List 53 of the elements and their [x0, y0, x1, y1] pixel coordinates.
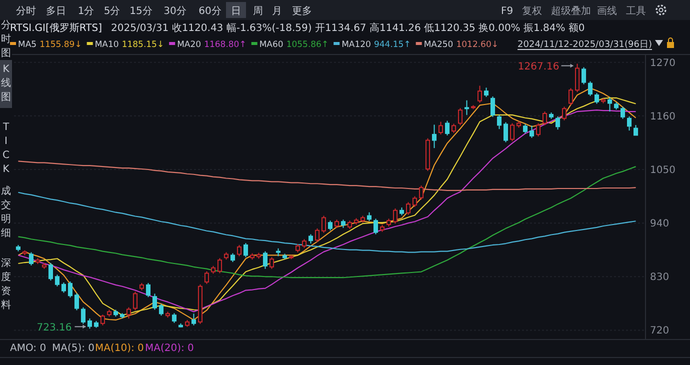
- text: 1012.60↓: [456, 40, 498, 50]
- text: MA(10): 0: [95, 343, 144, 354]
- text: 944.15↑: [374, 40, 411, 50]
- text: 工具: [626, 6, 646, 17]
- text: 深度资料: [1, 257, 11, 311]
- text: 复权: [522, 5, 542, 17]
- text: 分时图: [1, 19, 11, 59]
- text: F9: [500, 6, 514, 17]
- text: 1168.80↑: [204, 40, 246, 50]
- line-series: [18, 160, 636, 191]
- text: TICK: [2, 122, 10, 175]
- text: 周: [253, 6, 263, 17]
- legend-label: MA120: [342, 40, 371, 50]
- text: 1185.15↓: [122, 40, 164, 50]
- text: 月: [272, 6, 282, 17]
- y-tick-label: 830: [650, 272, 670, 284]
- legend-label: MA60: [259, 40, 284, 50]
- text: AMO: 0: [10, 343, 46, 354]
- y-tick-label: 940: [650, 218, 670, 230]
- text: 15分: [130, 5, 152, 17]
- text: 日: [231, 6, 241, 17]
- legend-label: MA250: [424, 40, 454, 50]
- candlestick: [432, 124, 437, 149]
- annotation: 723.16: [36, 322, 72, 334]
- text: MA(20): 0: [145, 343, 194, 354]
- annotation: 1267.16: [518, 62, 560, 73]
- text: MA(5): 0: [52, 343, 95, 354]
- line-series: [18, 166, 636, 278]
- text: 30分: [164, 5, 186, 17]
- text: 成交明细: [1, 185, 11, 239]
- candlestick: [464, 100, 470, 116]
- text: 更多: [292, 5, 312, 17]
- chart-subtitle: 2025/03/31 收1120.43 幅-1.63%(-18.59) 开1134.67 高1141.26 低1120.35 换0.00% 振1.84% 额0: [111, 22, 585, 34]
- y-tick-label: 1160: [650, 111, 676, 122]
- y-tick-label: 1270: [650, 58, 676, 69]
- y-tick-label: 1050: [650, 164, 676, 176]
- text: 2024/11/12-2025/03/31(96日): [518, 40, 652, 50]
- chart-title: RTSI.GI[俄罗斯RTS]: [10, 22, 102, 34]
- text: 1分: [78, 5, 94, 17]
- text: 1055.86↑: [286, 40, 329, 50]
- text: 1155.89↓: [40, 40, 82, 50]
- text: 画线: [597, 5, 617, 17]
- legend-label: MA10: [94, 40, 119, 50]
- text: 5分: [104, 5, 120, 17]
- text: 分时: [16, 5, 36, 17]
- legend-label: MA5: [18, 40, 37, 50]
- text: K线图: [1, 64, 11, 103]
- text: 60分: [198, 5, 222, 17]
- text: 超级叠加: [551, 5, 591, 17]
- y-tick-label: 720: [650, 326, 670, 337]
- legend-label: MA20: [177, 40, 202, 50]
- text: 多日: [46, 5, 66, 17]
- line-series: [18, 192, 636, 253]
